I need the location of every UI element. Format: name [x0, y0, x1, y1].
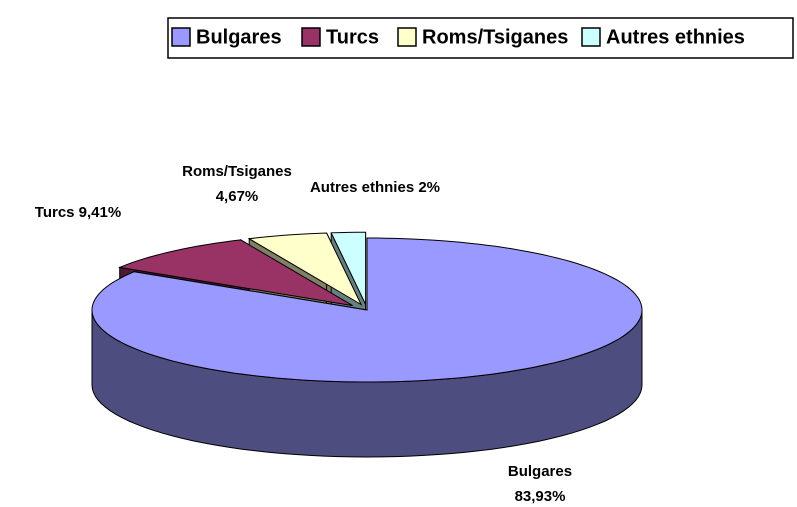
data-label-value: 2% — [418, 179, 440, 196]
legend-label: Turcs — [326, 26, 379, 48]
slice-top — [247, 232, 363, 306]
slice-top — [91, 237, 643, 383]
slice-top — [117, 239, 353, 307]
legend-swatch — [581, 27, 601, 47]
pie-tops — [91, 231, 643, 458]
legend-label: Bulgares — [196, 26, 282, 48]
legend-swatch — [301, 27, 321, 47]
data-label-name: Roms/Tsiganes — [182, 163, 292, 180]
data-label-value: 4,67% — [216, 188, 259, 205]
data-label: Autres ethnies 2% — [310, 179, 440, 196]
legend-label: Roms/Tsiganes — [422, 26, 568, 48]
legend-swatch — [397, 27, 417, 47]
legend-swatch — [171, 27, 191, 47]
data-label-value: 9,41% — [79, 204, 122, 221]
slice-top — [330, 231, 367, 305]
legend-label: Autres ethnies — [606, 26, 745, 48]
data-label-name: Autres ethnies — [310, 179, 414, 196]
data-label: Turcs 9,41% — [35, 204, 121, 221]
data-label-name: Turcs — [35, 204, 75, 221]
data-label-name: Bulgares — [508, 463, 572, 480]
data-label-value: 83,93% — [515, 488, 566, 505]
labels: Bulgares 83,93% Turcs 9,41% Roms/Tsiganes 4,… — [35, 163, 572, 505]
legend-box — [167, 17, 794, 59]
